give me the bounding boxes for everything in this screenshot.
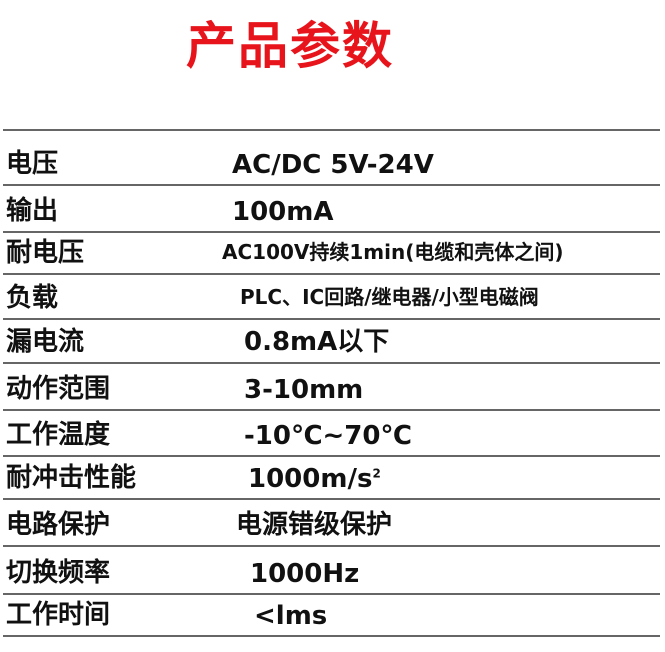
row-divider — [3, 545, 660, 547]
spec-row: 电压 AC/DC 5V-24V — [0, 129, 665, 184]
spec-label: 输出 — [6, 196, 59, 226]
spec-value: 电源错级保护 — [236, 504, 392, 541]
spec-value-text: 3-10mm — [244, 375, 364, 405]
spec-value-text: 100mA — [232, 197, 334, 227]
spec-label: 动作范围 — [6, 374, 111, 404]
spec-row: 漏电流 0.8mA以下 — [0, 318, 665, 362]
spec-row: 负载 PLC、IC回路/继电器/小型电磁阀 — [0, 273, 665, 318]
spec-value-text: -10℃~70℃ — [244, 421, 412, 451]
row-divider — [3, 409, 660, 411]
spec-value-text: PLC、IC回路/继电器/小型电磁阀 — [240, 285, 539, 309]
spec-row: 切换频率 1000Hz — [0, 545, 665, 593]
spec-value-text: AC100V持续1min(电缆和壳体之间) — [222, 240, 564, 264]
spec-row: 工作温度 -10℃~70℃ — [0, 409, 665, 455]
spec-label: 漏电流 — [6, 327, 85, 357]
spec-label: 工作时间 — [6, 600, 111, 630]
spec-value: -10℃~70℃ — [244, 421, 412, 451]
row-divider — [3, 231, 660, 233]
row-divider — [3, 498, 660, 500]
spec-label: 切换频率 — [6, 558, 111, 588]
spec-value-text: 1000m/s — [248, 464, 373, 494]
spec-value: 0.8mA以下 — [244, 321, 389, 358]
spec-row: 动作范围 3-10mm — [0, 362, 665, 409]
spec-label: 耐电压 — [6, 238, 85, 268]
row-divider — [3, 273, 660, 275]
spec-label: 电压 — [6, 149, 59, 179]
spec-value: 3-10mm — [244, 375, 363, 405]
spec-row: 电路保护 电源错级保护 — [0, 498, 665, 545]
spec-value: AC/DC 5V-24V — [232, 150, 434, 180]
superscript: 2 — [372, 466, 381, 481]
spec-row: 耐冲击性能 1000m/s2 — [0, 455, 665, 498]
row-divider — [3, 455, 660, 457]
spec-value-text: AC/DC 5V-24V — [232, 150, 434, 180]
row-divider — [3, 635, 660, 637]
spec-label: 电路保护 — [6, 510, 111, 540]
spec-value-text: 0.8mA以下 — [244, 327, 390, 357]
spec-value: AC100V持续1min(电缆和壳体之间) — [222, 236, 564, 265]
row-divider — [3, 318, 660, 320]
row-divider — [3, 593, 660, 595]
spec-value-text: <lms — [254, 601, 328, 631]
spec-value: <lms — [254, 601, 327, 631]
spec-label: 耐冲击性能 — [6, 463, 137, 493]
spec-row: 耐电压 AC100V持续1min(电缆和壳体之间) — [0, 231, 665, 273]
row-divider — [3, 184, 660, 186]
spec-value: 1000Hz — [250, 559, 359, 589]
spec-label: 负载 — [6, 283, 59, 313]
spec-value: PLC、IC回路/继电器/小型电磁阀 — [240, 281, 539, 310]
spec-row: 输出 100mA — [0, 184, 665, 231]
spec-label: 工作温度 — [6, 420, 111, 450]
row-divider — [3, 362, 660, 364]
row-divider — [3, 129, 660, 131]
spec-value: 1000m/s2 — [248, 464, 381, 494]
spec-row: 工作时间 <lms — [0, 593, 665, 635]
spec-value: 100mA — [232, 197, 334, 227]
page-title: 产品参数 — [186, 17, 394, 75]
spec-value-text: 电源错级保护 — [236, 510, 393, 540]
spec-value-text: 1000Hz — [250, 559, 360, 589]
